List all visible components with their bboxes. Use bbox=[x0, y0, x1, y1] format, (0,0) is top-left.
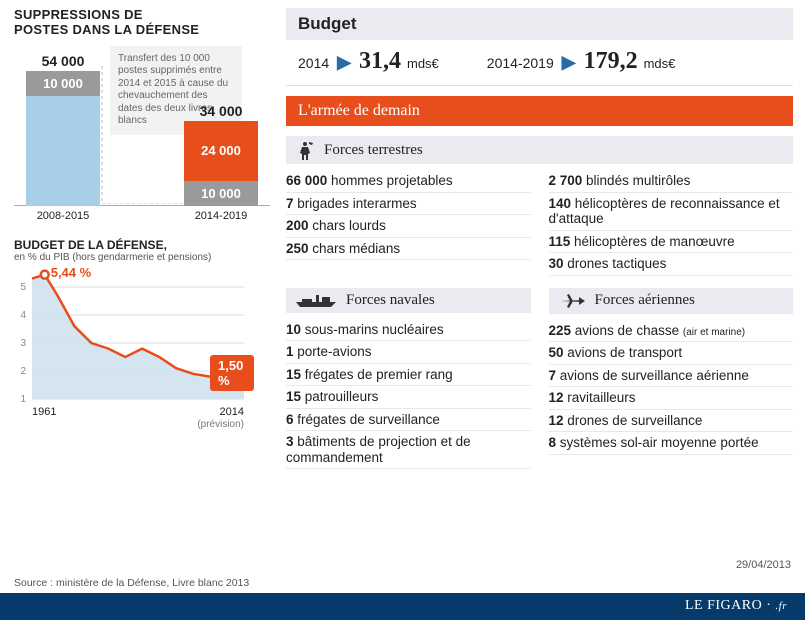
list-item: 15 patrouilleurs bbox=[286, 386, 531, 409]
list-item: 3 bâtiments de projection et de commande… bbox=[286, 431, 531, 469]
svg-text:3: 3 bbox=[20, 338, 26, 349]
date-label: 29/04/2013 bbox=[736, 559, 791, 571]
svg-text:1: 1 bbox=[20, 394, 26, 405]
bar-2008-2015: 54 000 10 000 2008-2015 bbox=[26, 71, 100, 206]
footer: 29/04/2013 Source : ministère de la Défe… bbox=[0, 575, 805, 611]
bar-chart: 54 000 10 000 2008-2015 Transfert des 10… bbox=[14, 46, 270, 224]
budget-header: Budget bbox=[286, 8, 793, 40]
arrow-icon: ▶ bbox=[562, 52, 576, 73]
svg-text:4: 4 bbox=[20, 310, 26, 321]
list-item: 66 000 hommes projetables bbox=[286, 170, 531, 193]
army-header: L'armée de demain bbox=[286, 96, 793, 126]
linechart-subtitle: en % du PIB (hors gendarmerie et pension… bbox=[14, 252, 270, 263]
list-item: 1 porte-avions bbox=[286, 341, 531, 364]
list-item: 15 frégates de premier rang bbox=[286, 364, 531, 387]
list-item: 2 700 blindés multirôles bbox=[549, 170, 794, 193]
svg-text:2: 2 bbox=[20, 366, 26, 377]
arrow-icon: ▶ bbox=[337, 52, 351, 73]
budget-row: 2014 ▶ 31,4 mds€ 2014-2019 ▶ 179,2 mds€ bbox=[286, 44, 793, 86]
list-item: 12 ravitailleurs bbox=[549, 387, 794, 410]
list-item: 225 avions de chasse (air et marine) bbox=[549, 320, 794, 343]
list-item: 250 chars médians bbox=[286, 238, 531, 261]
list-item: 10 sous-marins nucléaires bbox=[286, 319, 531, 342]
line-chart: 1234519612014(prévision) 5,44 % 1,50 % bbox=[14, 267, 254, 417]
list-item: 140 hélicoptères de reconnaissance et d'… bbox=[549, 193, 794, 231]
list-item: 30 drones tactiques bbox=[549, 253, 794, 276]
list-item: 115 hélicoptères de manœuvre bbox=[549, 231, 794, 254]
list-item: 200 chars lourds bbox=[286, 215, 531, 238]
list-item: 50 avions de transport bbox=[549, 342, 794, 365]
svg-text:2014: 2014 bbox=[220, 406, 244, 418]
svg-text:1961: 1961 bbox=[32, 406, 56, 418]
forces-aeriennes: Forces aériennes 225 avions de chasse (a… bbox=[549, 288, 794, 470]
forces-terrestres: Forces terrestres 66 000 hommes projetab… bbox=[286, 136, 793, 276]
list-item: 8 systèmes sol-air moyenne portée bbox=[549, 432, 794, 455]
source-label: Source : ministère de la Défense, Livre … bbox=[0, 575, 805, 589]
ship-icon bbox=[296, 293, 336, 307]
list-item: 12 drones de surveillance bbox=[549, 410, 794, 433]
suppress-title: SUPPRESSIONS DE POSTES DANS LA DÉFENSE bbox=[14, 8, 270, 38]
jet-icon bbox=[559, 292, 585, 310]
bar-2014-2019: 34 000 24 000 10 000 2014-2019 bbox=[184, 121, 258, 206]
soldier-icon bbox=[296, 140, 314, 160]
list-item: 7 brigades interarmes bbox=[286, 193, 531, 216]
linechart-title: BUDGET DE LA DÉFENSE, bbox=[14, 238, 270, 252]
forces-navales: Forces navales 10 sous-marins nucléaires… bbox=[286, 288, 531, 470]
brand-bar: LE FIGARO · .fr bbox=[0, 593, 805, 620]
svg-text:(prévision): (prévision) bbox=[197, 419, 244, 430]
list-item: 6 frégates de surveillance bbox=[286, 409, 531, 432]
svg-text:5: 5 bbox=[20, 282, 26, 293]
list-item: 7 avions de surveillance aérienne bbox=[549, 365, 794, 388]
